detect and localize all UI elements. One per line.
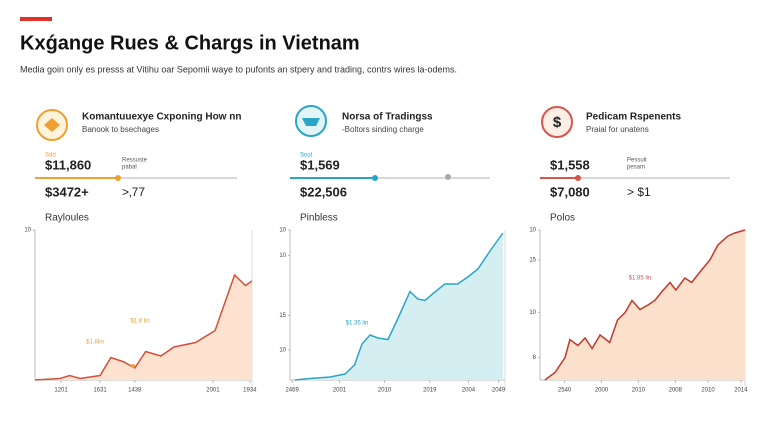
- metric: $22,506: [300, 184, 347, 199]
- slider-handle: [445, 174, 451, 180]
- metric-label: Sdd: [45, 153, 56, 159]
- icon: [541, 106, 573, 138]
- annotation: $1.8 lin: [130, 319, 149, 325]
- panel-heading: Norsa of Tradingss: [342, 112, 433, 123]
- metric-note: pabal: [122, 165, 137, 171]
- title: Kxǵange Rues & Chargs in Vietnam: [20, 32, 360, 54]
- line: [34, 273, 253, 381]
- x-tick-label: 2001: [333, 388, 347, 394]
- panel-heading: Pedicam Rspenents: [586, 112, 681, 123]
- chart-label: Rayloules: [45, 213, 89, 224]
- slider-handle: [575, 175, 581, 181]
- x-tick-label: 2004: [462, 388, 476, 394]
- chart-label: Polos: [550, 213, 575, 224]
- y-tick-label: 8: [533, 355, 537, 361]
- metric-note: pesam: [627, 165, 645, 171]
- y-tick-label: 10: [279, 348, 286, 354]
- slider-handle: [372, 175, 378, 181]
- x-tick-label: 2008: [669, 388, 683, 394]
- x-tick-label: 1934: [243, 388, 257, 394]
- x-tick-label: 1631: [93, 388, 107, 394]
- y-tick-label: 15: [279, 313, 286, 319]
- y-tick-label: 10: [279, 228, 286, 234]
- area: [294, 233, 503, 380]
- x-tick-label: 2010: [378, 388, 392, 394]
- x-tick-label: 2049: [492, 388, 506, 394]
- panel-subheading: -Boltors sinding charge: [342, 125, 424, 134]
- line: [294, 232, 504, 381]
- x-tick-label: 2469: [285, 388, 299, 394]
- metric-label: Sool: [300, 153, 312, 159]
- subtitle: Media goin only es presss at Vitihu oar …: [20, 64, 457, 74]
- x-tick-label: 2010: [632, 388, 646, 394]
- annotation-dot: [131, 364, 135, 368]
- x-tick-label: 2001: [206, 388, 220, 394]
- metric: $11,860: [45, 157, 91, 172]
- header-accent: [20, 17, 52, 21]
- chart-label: Pinbless: [300, 213, 338, 224]
- panel-heading: Komantuuexye Cxponing How nn: [82, 112, 241, 123]
- metric: $1,558: [550, 157, 590, 172]
- panel-subheading: Banook to bsechages: [82, 125, 159, 134]
- y-tick-label: 10: [24, 228, 31, 234]
- x-tick-label: 1438: [128, 388, 142, 394]
- x-tick-label: 2540: [558, 388, 572, 394]
- x-tick-label: 2019: [423, 388, 437, 394]
- annotation: $1.85 lin: [629, 276, 652, 282]
- slider-handle: [115, 175, 121, 181]
- y-tick-label: 10: [529, 310, 536, 316]
- x-tick-label: 2014: [734, 388, 748, 394]
- metric-note: >‚77: [122, 185, 145, 199]
- area: [35, 275, 252, 380]
- metric-note: > $1: [627, 185, 651, 199]
- y-tick-label: 10: [529, 228, 536, 234]
- y-tick-label: 10: [279, 253, 286, 259]
- annotation: $1.35 lin: [346, 321, 369, 327]
- icon-glyph: $: [553, 114, 562, 131]
- line: [544, 229, 746, 381]
- metric-note: Pessuit: [627, 158, 647, 164]
- x-tick-label: 1201: [54, 388, 68, 394]
- icon-glyph: [302, 118, 320, 126]
- metric-note: Ressuste: [122, 158, 148, 164]
- area: [544, 230, 745, 380]
- metric: $7,080: [550, 184, 590, 199]
- annotation: $1.8lin: [86, 340, 104, 346]
- x-tick-label: 2000: [595, 388, 609, 394]
- metric: $3472+: [45, 184, 89, 199]
- panel-subheading: Praial for unatens: [586, 125, 649, 134]
- icon-glyph: [44, 118, 60, 132]
- y-tick-label: 15: [529, 258, 536, 264]
- metric: $1,569: [300, 157, 340, 172]
- x-tick-label: 2010: [701, 388, 715, 394]
